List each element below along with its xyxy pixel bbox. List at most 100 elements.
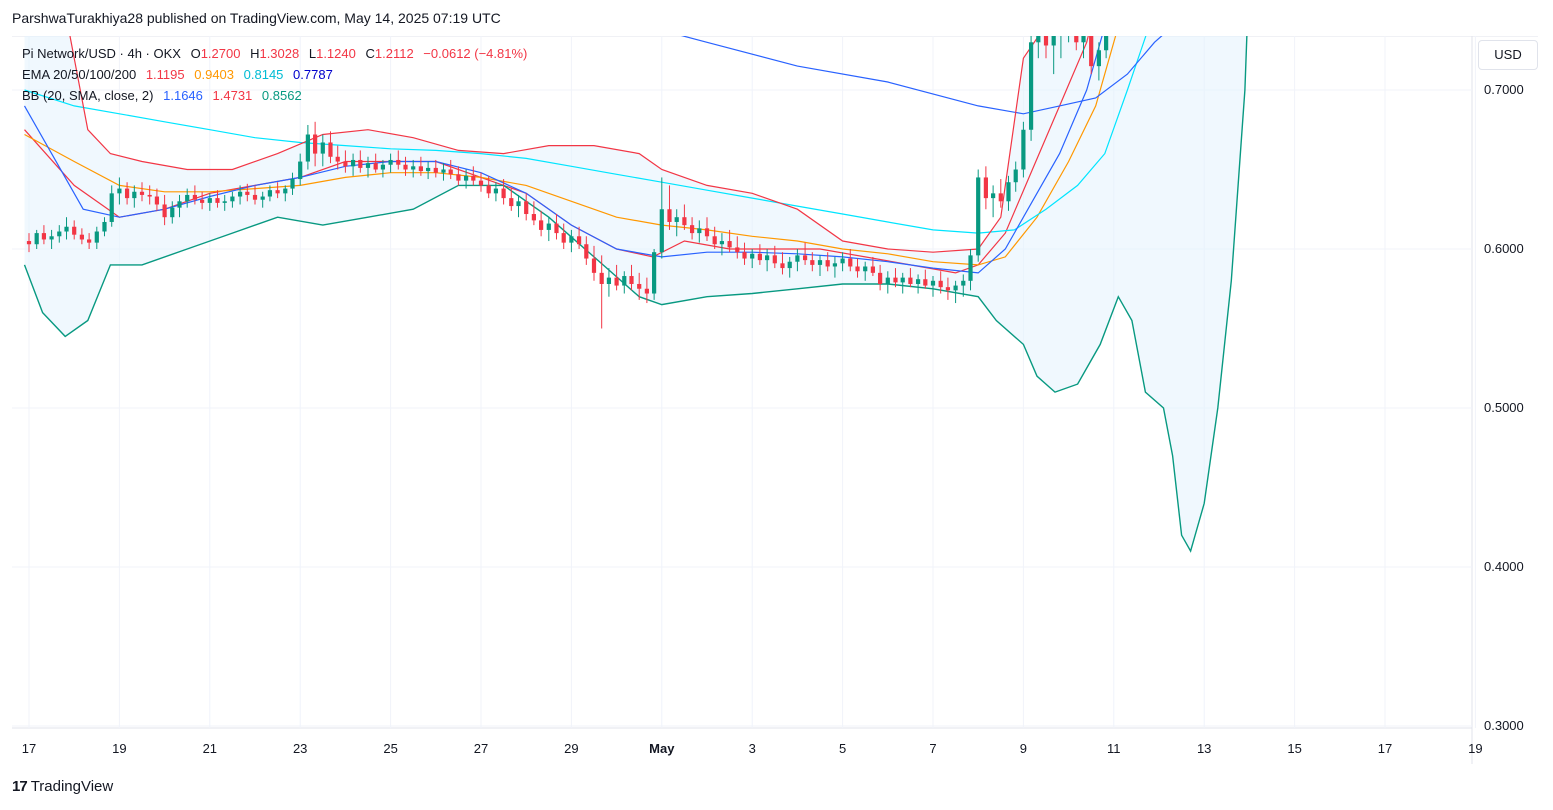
candle-body xyxy=(109,193,114,222)
tradingview-logo[interactable]: 17 TradingView xyxy=(12,778,113,795)
candle-body xyxy=(742,252,747,259)
time-tick-label: May xyxy=(649,741,675,756)
candle-body xyxy=(230,196,235,202)
tradingview-mark-icon: 17 xyxy=(12,778,28,795)
ema-legend: EMA 20/50/100/200 1.1195 0.9403 0.8145 0… xyxy=(22,67,339,82)
candle-body xyxy=(358,159,363,168)
candle-body xyxy=(139,191,145,195)
candle-body xyxy=(765,255,770,261)
candle-body xyxy=(411,166,416,170)
candle-body xyxy=(546,223,551,230)
time-tick-label: 15 xyxy=(1287,741,1301,756)
candle-body xyxy=(448,169,453,175)
time-tick-label: 11 xyxy=(1107,741,1121,756)
candle-body xyxy=(802,255,808,261)
candle-body xyxy=(674,217,679,222)
time-tick-label: 23 xyxy=(293,741,307,756)
ema200-value: 0.7787 xyxy=(293,67,333,82)
series-line-ema100 xyxy=(24,36,1147,234)
candle-body xyxy=(772,255,777,264)
candle-body xyxy=(245,191,250,195)
time-tick-label: 21 xyxy=(203,741,217,756)
candle-body xyxy=(207,198,212,203)
candle-body xyxy=(509,198,514,207)
candle-body xyxy=(478,180,484,186)
candle-body xyxy=(501,188,506,199)
candle-body xyxy=(667,209,672,222)
bb-legend: BB (20, SMA, close, 2) 1.1646 1.4731 0.8… xyxy=(22,88,308,103)
candle-body xyxy=(1051,36,1056,46)
candle-body xyxy=(418,166,423,172)
candle-body xyxy=(215,198,220,203)
candle-body xyxy=(863,266,868,272)
time-tick-label: 29 xyxy=(564,741,578,756)
candle-body xyxy=(561,233,566,243)
candle-body xyxy=(516,201,521,207)
candle-body xyxy=(878,272,883,284)
candle-body xyxy=(200,199,205,203)
candle-body xyxy=(252,194,258,200)
candle-body xyxy=(34,233,39,245)
candle-body xyxy=(930,280,936,286)
candle-body xyxy=(599,272,604,284)
candle-body xyxy=(260,196,265,200)
candle-body xyxy=(102,221,107,232)
candle-body xyxy=(983,177,988,199)
candle-body xyxy=(41,233,47,240)
ohlc-values: O1.2700 H1.3028 L1.1240 C1.2112 −0.0612 … xyxy=(191,46,534,61)
candle-body xyxy=(1104,36,1109,51)
candle-body xyxy=(870,266,875,273)
candle-body xyxy=(539,220,544,230)
candle-body xyxy=(780,263,785,269)
candle-body xyxy=(403,164,408,170)
currency-button[interactable]: USD xyxy=(1478,40,1538,70)
price-chart[interactable]: 0.30000.40000.50000.60000.70000.90001.00… xyxy=(12,36,1538,764)
close-value: 1.2112 xyxy=(374,46,414,61)
candle-body xyxy=(945,287,951,291)
publisher-line: ParshwaTurakhiya28 published on TradingV… xyxy=(12,10,501,26)
candle-body xyxy=(569,236,574,243)
candle-body xyxy=(185,194,190,202)
candle-body xyxy=(222,201,227,203)
price-tick-label: 0.3000 xyxy=(1484,718,1524,733)
bb-basis-value: 1.1646 xyxy=(163,88,203,103)
candle-body xyxy=(57,231,62,237)
candle-body xyxy=(177,201,182,208)
candle-body xyxy=(855,266,860,272)
time-tick-label: 19 xyxy=(1468,741,1482,756)
low-value: 1.1240 xyxy=(316,46,356,61)
series-line-bb_upper xyxy=(69,36,1040,253)
candle-body xyxy=(998,193,1003,202)
candle-body xyxy=(606,277,612,284)
candle-body xyxy=(938,280,943,288)
candle-body xyxy=(1089,36,1094,67)
candle-body xyxy=(689,225,695,234)
candle-body xyxy=(328,142,333,157)
candle-body xyxy=(531,214,536,221)
chart-area[interactable]: 0.30000.40000.50000.60000.70000.90001.00… xyxy=(12,36,1538,764)
time-tick-label: 25 xyxy=(383,741,397,756)
candle-body xyxy=(87,239,92,243)
candle-body xyxy=(117,188,122,194)
candle-body xyxy=(380,164,386,170)
candle-body xyxy=(162,204,167,218)
candle-body xyxy=(591,258,597,273)
price-tick-label: 0.6000 xyxy=(1484,241,1524,256)
candle-body xyxy=(1013,169,1018,183)
ema20-value: 1.1195 xyxy=(145,67,185,82)
candle-body xyxy=(840,258,845,264)
time-tick-label: 9 xyxy=(1020,741,1027,756)
high-value: 1.3028 xyxy=(259,46,300,61)
candle-body xyxy=(1081,36,1086,43)
candle-body xyxy=(365,163,371,168)
candle-body xyxy=(298,161,303,180)
candle-body xyxy=(305,134,310,162)
time-tick-label: 27 xyxy=(474,741,488,756)
ema100-value: 0.8145 xyxy=(243,67,284,82)
candle-body xyxy=(893,277,898,283)
candle-body xyxy=(644,288,649,294)
candle-body xyxy=(719,241,725,245)
candle-body xyxy=(584,244,589,259)
candle-body xyxy=(915,279,921,284)
series-line-bb_lower xyxy=(23,36,1248,553)
